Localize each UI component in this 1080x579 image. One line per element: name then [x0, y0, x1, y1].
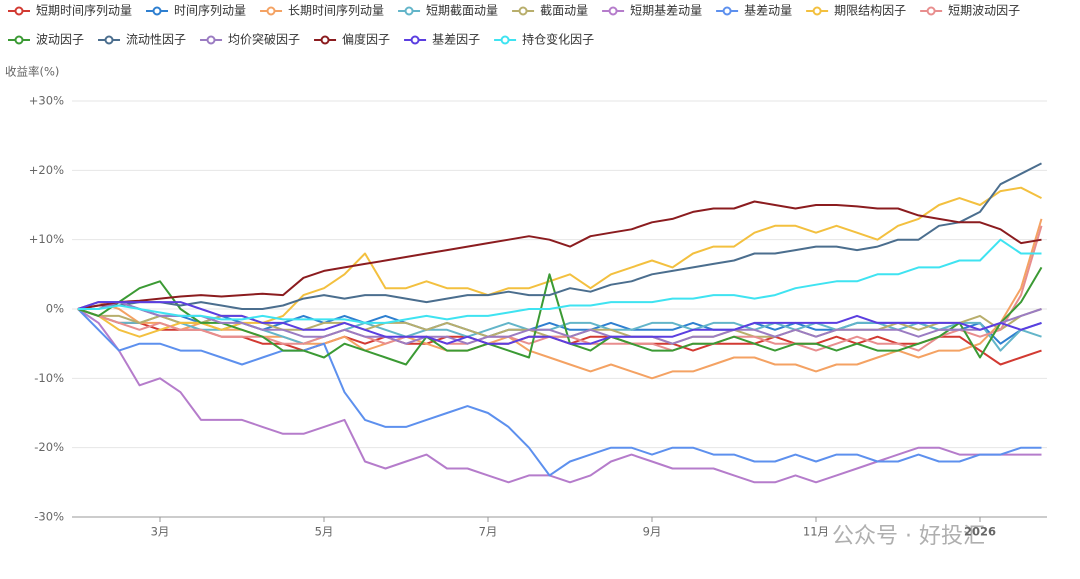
legend-item: 持仓变化因子: [494, 32, 594, 47]
y-tick-label: +20%: [29, 163, 64, 177]
legend-item: 短期波动因子: [920, 4, 1020, 18]
series-line: [77, 186, 1042, 338]
series-line: [78, 301, 1042, 345]
legend-label: 长期时间序列动量: [288, 3, 384, 18]
legend-marker: [104, 35, 114, 45]
y-tick-label: -20%: [34, 440, 64, 454]
legend-item: 偏度因子: [314, 32, 390, 47]
legend-marker: [608, 6, 618, 16]
series-line: [77, 162, 1042, 310]
legend-marker: [320, 35, 330, 45]
legend-label: 波动因子: [36, 33, 84, 47]
legend-marker: [518, 6, 528, 16]
legend-label: 截面动量: [540, 4, 588, 18]
legend-label: 偏度因子: [342, 32, 390, 47]
legend-label: 流动性因子: [126, 33, 186, 47]
series-line: [77, 308, 1042, 484]
legend-label: 短期截面动量: [426, 4, 498, 18]
legend-label: 时间序列动量: [174, 3, 246, 18]
x-tick-label: 11月: [803, 525, 829, 539]
series-line: [77, 218, 1043, 380]
y-tick-label: +10%: [29, 232, 64, 246]
legend-label: 均价突破因子: [228, 32, 300, 47]
legend-item: 短期基差动量: [602, 4, 702, 18]
legend-marker: [404, 6, 414, 16]
x-tick-label: 7月: [479, 525, 498, 539]
series-line: [77, 308, 1042, 477]
y-tick-label: -30%: [34, 510, 64, 524]
legend-label: 基差因子: [432, 33, 480, 47]
legend-marker: [722, 6, 732, 16]
legend-label: 期限结构因子: [834, 3, 906, 18]
y-tick-label: +30%: [29, 94, 64, 108]
legend-item: 期限结构因子: [806, 3, 906, 18]
x-tick-label: 3月: [151, 525, 170, 539]
legend-label: 基差动量: [744, 4, 792, 18]
legend-marker: [206, 35, 216, 45]
legend-item: 短期截面动量: [398, 4, 498, 18]
legend-marker: [812, 6, 822, 16]
legend-item: 时间序列动量: [146, 3, 246, 18]
series-line: [78, 238, 1042, 324]
legend-marker: [152, 6, 162, 16]
legend-item: 短期时间序列动量: [8, 3, 132, 18]
y-axis-title: 收益率(%): [5, 65, 59, 79]
legend-marker: [926, 6, 936, 16]
y-tick-label: 0%: [46, 302, 64, 316]
x-tick-label: 2026: [964, 525, 996, 539]
legend-item: 基差动量: [716, 4, 792, 18]
x-tick-label: 5月: [315, 525, 334, 539]
legend-label: 短期基差动量: [630, 4, 702, 18]
legend-item: 波动因子: [8, 33, 84, 47]
series-line: [77, 266, 1043, 366]
legend-label: 短期波动因子: [948, 4, 1020, 18]
legend-item: 基差因子: [404, 33, 480, 47]
legend-marker: [14, 35, 24, 45]
legend-item: 均价突破因子: [200, 32, 300, 47]
series-line: [77, 200, 1042, 310]
y-tick-label: -10%: [34, 371, 64, 385]
legend-marker: [266, 6, 276, 16]
series-line: [77, 301, 1042, 345]
legend-label: 短期时间序列动量: [36, 3, 132, 18]
legend-item: 截面动量: [512, 4, 588, 18]
legend-item: 长期时间序列动量: [260, 3, 384, 18]
series-line: [77, 225, 1043, 352]
legend-marker: [14, 6, 24, 16]
x-tick-label: 9月: [643, 525, 662, 539]
legend-marker: [500, 35, 510, 45]
legend-item: 流动性因子: [98, 33, 186, 47]
legend-marker: [410, 35, 420, 45]
watermark: 公众号 · 好投汇: [832, 524, 985, 549]
legend-label: 持仓变化因子: [522, 32, 594, 47]
